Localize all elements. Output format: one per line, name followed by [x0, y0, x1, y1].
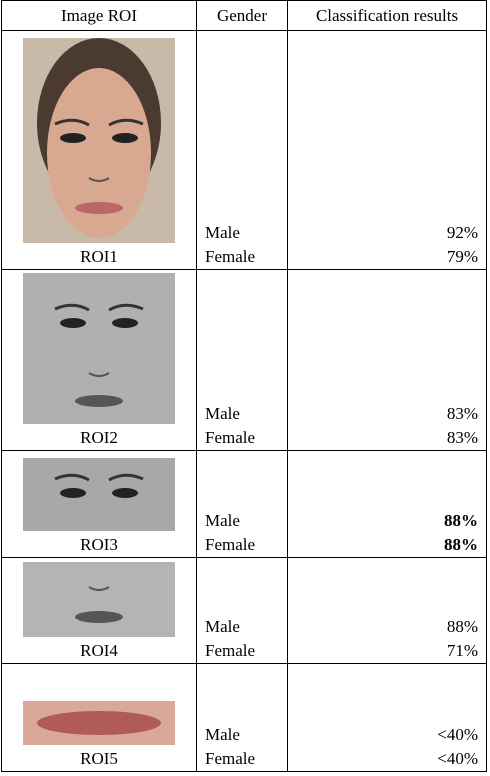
- roi-label: ROI5: [80, 749, 118, 768]
- roi-cell: ROI2: [1, 269, 197, 451]
- roi-cell: ROI3: [1, 450, 197, 558]
- roi-image: [23, 701, 175, 745]
- result-value: 83%: [446, 428, 478, 447]
- roi-image: [23, 273, 175, 424]
- result-value: 88%: [444, 511, 478, 530]
- table-row: ROI5 Male Female <40% <40%: [1, 663, 487, 772]
- result-cell: 83% 83%: [287, 269, 487, 451]
- result-value: 88%: [444, 535, 478, 554]
- gender-label: Female: [205, 535, 256, 554]
- result-cell: 88% 88%: [287, 450, 487, 558]
- gender-cell: Male Female: [196, 450, 288, 558]
- gender-label: Male: [205, 223, 240, 242]
- result-value: <40%: [437, 749, 478, 768]
- gender-label: Female: [205, 428, 256, 447]
- table-row: ROI1 Male Female 92% 79%: [1, 30, 487, 270]
- roi-label: ROI3: [80, 535, 118, 554]
- result-value: 71%: [446, 641, 478, 660]
- header-cell: Classification results: [287, 0, 487, 31]
- table-row: ROI2 Male Female 83% 83%: [1, 269, 487, 451]
- gender-label: Female: [205, 247, 256, 266]
- result-value: 79%: [446, 247, 478, 266]
- table-row: ROI3 Male Female 88% 88%: [1, 450, 487, 558]
- gender-cell: Male Female: [196, 30, 288, 270]
- roi-label: ROI4: [80, 641, 118, 660]
- roi-label: ROI2: [80, 428, 118, 447]
- header-cell: Image ROI: [1, 0, 197, 31]
- roi-cell: ROI4: [1, 557, 197, 664]
- result-value: 83%: [446, 404, 478, 423]
- gender-label: Female: [205, 749, 256, 768]
- gender-label: Male: [205, 617, 240, 636]
- roi-label: ROI1: [80, 247, 118, 266]
- roi-image: [23, 38, 175, 243]
- gender-cell: Male Female: [196, 557, 288, 664]
- result-cell: 88% 71%: [287, 557, 487, 664]
- gender-label: Female: [205, 641, 256, 660]
- roi-cell: ROI1: [1, 30, 197, 270]
- result-value: <40%: [437, 725, 478, 744]
- roi-image: [23, 458, 175, 531]
- result-cell: 92% 79%: [287, 30, 487, 270]
- table-row: ROI4 Male Female 88% 71%: [1, 557, 487, 664]
- header-row: Image ROI Gender Classification results: [1, 0, 487, 31]
- gender-cell: Male Female: [196, 269, 288, 451]
- result-value: 88%: [446, 617, 478, 636]
- gender-label: Male: [205, 725, 240, 744]
- gender-cell: Male Female: [196, 663, 288, 772]
- gender-label: Male: [205, 404, 240, 423]
- header-cell: Gender: [196, 0, 288, 31]
- roi-cell: ROI5: [1, 663, 197, 772]
- result-value: 92%: [446, 223, 478, 242]
- result-cell: <40% <40%: [287, 663, 487, 772]
- gender-label: Male: [205, 511, 240, 530]
- roi-image: [23, 562, 175, 637]
